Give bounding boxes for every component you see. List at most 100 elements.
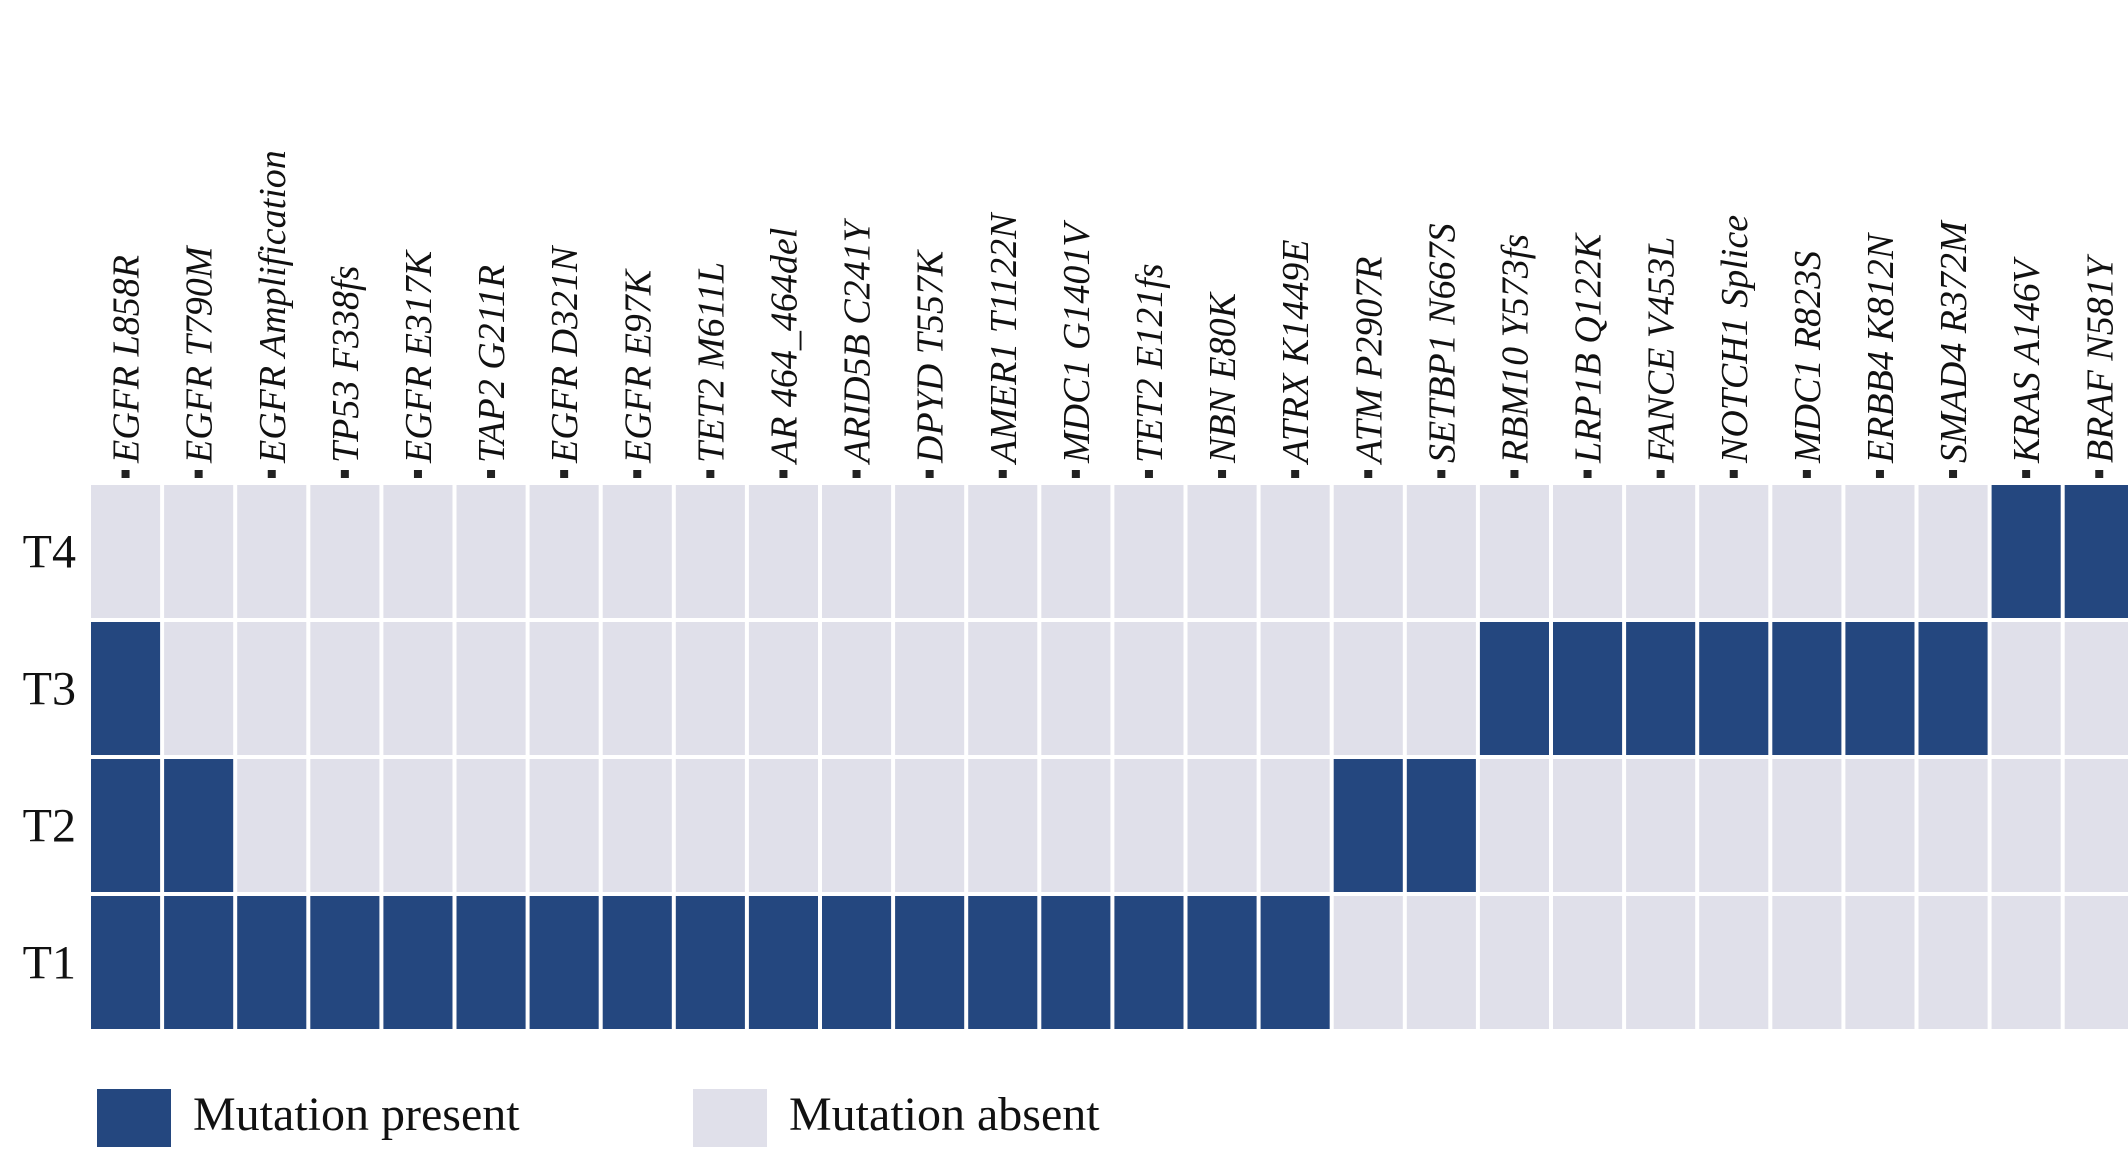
heatmap-cell — [1333, 896, 1403, 1029]
heatmap-cell — [164, 485, 234, 618]
heatmap-cell — [91, 622, 161, 755]
heatmap-cell — [1699, 485, 1769, 618]
heatmap-cell — [1479, 759, 1549, 892]
heatmap-cell — [822, 896, 892, 1029]
heatmap-cell — [1553, 622, 1623, 755]
heatmap-cell — [310, 622, 380, 755]
heatmap-cell — [1333, 759, 1403, 892]
heatmap-cell — [1772, 896, 1842, 1029]
heatmap-cell — [1991, 622, 2061, 755]
heatmap-cell — [91, 759, 161, 892]
heatmap-cell — [529, 896, 599, 1029]
heatmap-cell — [895, 759, 965, 892]
heatmap-cell — [383, 485, 453, 618]
heatmap-cell — [822, 622, 892, 755]
legend-swatch — [97, 1089, 171, 1147]
heatmap-cell — [1845, 896, 1915, 1029]
heatmap-cell — [164, 622, 234, 755]
heatmap-cell — [310, 759, 380, 892]
heatmap-cell — [1918, 896, 1988, 1029]
heatmap-cell — [1187, 485, 1257, 618]
heatmap-cell — [91, 896, 161, 1029]
heatmap-cell — [1479, 896, 1549, 1029]
column-label: EGFR L858R — [106, 255, 148, 464]
column-tick — [1949, 470, 1958, 478]
column-label: ERBB4 K812N — [1860, 231, 1902, 464]
column-tick — [1656, 470, 1665, 478]
row-labels: T4 T3 T2 T1 — [23, 526, 76, 990]
heatmap-cell — [237, 896, 307, 1029]
heatmap-cell — [1187, 896, 1257, 1029]
heatmap-cell — [1772, 485, 1842, 618]
heatmap-cell — [1553, 896, 1623, 1029]
column-tick — [852, 470, 861, 478]
heatmap-cell — [1918, 759, 1988, 892]
heatmap-cell — [968, 896, 1038, 1029]
heatmap-cell — [1114, 896, 1184, 1029]
heatmap-cell — [1260, 759, 1330, 892]
heatmap-cell — [675, 485, 745, 618]
column-tick — [194, 470, 203, 478]
heatmap-cell — [1041, 759, 1111, 892]
heatmap-cell — [602, 896, 672, 1029]
heatmap-cell — [822, 485, 892, 618]
heatmap-cell — [1626, 896, 1696, 1029]
column-tick — [1218, 470, 1227, 478]
column-label: BRAF N581Y — [2079, 253, 2121, 463]
heatmap-cell — [1626, 485, 1696, 618]
heatmap-cell — [1553, 485, 1623, 618]
column-labels: EGFR L858R EGFR T790M EGFR Amplification TP… — [106, 150, 2121, 478]
column-label: SETBP1 N667S — [1421, 223, 1463, 463]
heatmap-cell — [1406, 896, 1476, 1029]
column-tick — [1364, 470, 1373, 478]
column-tick — [1729, 470, 1738, 478]
column-label: EGFR E97K — [617, 268, 659, 464]
heatmap-cell — [1699, 622, 1769, 755]
heatmap-cell — [164, 896, 234, 1029]
heatmap-cell — [456, 485, 526, 618]
column-label: ATRX K1449E — [1275, 240, 1317, 466]
column-label: EGFR D321N — [544, 244, 586, 464]
heatmap-cell — [1187, 622, 1257, 755]
column-label: EGFR E317K — [398, 249, 440, 464]
heatmap-cell — [1772, 759, 1842, 892]
heatmap-cell — [1187, 759, 1257, 892]
heatmap-cell — [383, 759, 453, 892]
heatmap-cell — [968, 485, 1038, 618]
row-label: T1 — [23, 937, 76, 990]
column-label: RBM10 Y573fs — [1494, 234, 1536, 464]
heatmap-cell — [237, 622, 307, 755]
heatmap-cell — [895, 485, 965, 618]
legend-label: Mutation absent — [789, 1088, 1100, 1141]
column-tick — [1875, 470, 1884, 478]
heatmap-cell — [383, 896, 453, 1029]
heatmap-cell — [1991, 485, 2061, 618]
column-label: MDC1 R823S — [1787, 251, 1829, 464]
legend-label: Mutation present — [193, 1088, 520, 1141]
heatmap-cell — [1260, 622, 1330, 755]
heatmap-cell — [2064, 759, 2128, 892]
heatmap-cell — [1918, 622, 1988, 755]
heatmap-cell — [1991, 896, 2061, 1029]
column-tick — [413, 470, 422, 478]
heatmap-cell — [237, 759, 307, 892]
heatmap-cell — [602, 759, 672, 892]
heatmap-cell — [1041, 485, 1111, 618]
heatmap-cell — [2064, 622, 2128, 755]
heatmap-cell — [748, 622, 818, 755]
column-tick — [560, 470, 569, 478]
heatmap-cell — [968, 622, 1038, 755]
heatmap-cell — [675, 759, 745, 892]
column-tick — [706, 470, 715, 478]
heatmap-cell — [602, 622, 672, 755]
column-label: NOTCH1 Splice — [1714, 215, 1756, 464]
heatmap-cell — [456, 759, 526, 892]
column-tick — [998, 470, 1007, 478]
heatmap-cell — [1479, 622, 1549, 755]
column-tick — [487, 470, 496, 478]
heatmap-cell — [529, 485, 599, 618]
heatmap-cell — [822, 759, 892, 892]
column-label: EGFR Amplification — [252, 150, 294, 464]
heatmap-cell — [237, 485, 307, 618]
